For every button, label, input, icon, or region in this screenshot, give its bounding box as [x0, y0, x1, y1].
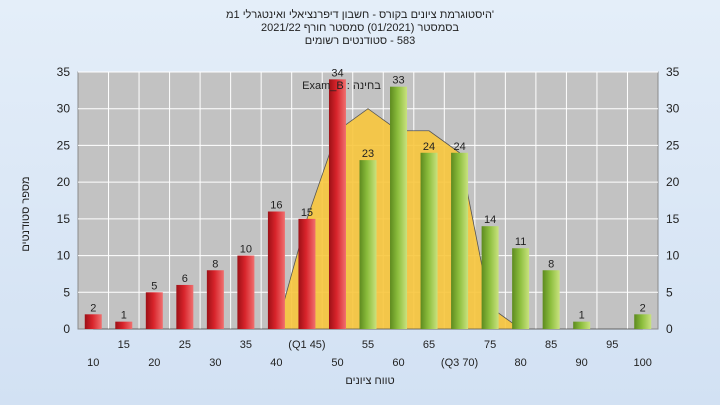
x-tick-label: 10 [87, 357, 99, 369]
bar-value-label: 24 [423, 141, 435, 153]
bar-value-label: 15 [301, 207, 313, 219]
x-tick-label: 65 [423, 339, 435, 351]
y-tick-label-left: 35 [57, 65, 71, 79]
overlay-series-label: Exam_B : בחינה [302, 80, 381, 92]
bar-value-label: 24 [453, 141, 465, 153]
bar-value-label: 34 [331, 67, 343, 79]
x-tick-label: 55 [362, 339, 374, 351]
y-axis-label: מספר סטודנטים [20, 176, 32, 252]
x-tick-label: (Q3 70) [441, 357, 478, 369]
histogram-bar [206, 270, 224, 329]
bar-value-label: 33 [392, 75, 404, 87]
x-tick-label: 15 [118, 339, 130, 351]
bar-value-label: 1 [579, 310, 585, 322]
y-tick-label-right: 20 [666, 175, 680, 189]
y-tick-label-right: 25 [666, 138, 680, 152]
bar-value-label: 8 [548, 258, 554, 270]
histogram-bar [115, 321, 133, 329]
histogram-bar [512, 248, 530, 329]
chart-subtitle-semester: בסמסטר (01/2021) סמסטר חורף 2021/22 [260, 22, 460, 34]
x-tick-label: 40 [270, 357, 282, 369]
y-tick-label-right: 0 [666, 322, 673, 336]
y-tick-label-right: 35 [666, 65, 680, 79]
x-tick-label: 100 [634, 357, 652, 369]
x-tick-label: 85 [545, 339, 557, 351]
x-tick-label: 60 [392, 357, 404, 369]
bar-value-label: 2 [640, 302, 646, 314]
bar-value-label: 8 [212, 258, 218, 270]
x-tick-label: 95 [606, 339, 618, 351]
histogram-bar [328, 79, 346, 329]
y-tick-label-right: 5 [666, 285, 673, 299]
bar-value-label: 2 [90, 302, 96, 314]
x-tick-label: 25 [179, 339, 191, 351]
histogram-bar [84, 314, 102, 329]
x-tick-label: 75 [484, 339, 496, 351]
histogram-bar [267, 211, 285, 329]
x-tick-label: (Q1 45) [288, 339, 325, 351]
chart-titles: 'היסטוגרמת ציונים בקורס - חשבון דיפרנציא… [0, 9, 720, 48]
histogram-bar [176, 284, 194, 329]
histogram-bar [634, 314, 652, 329]
histogram-bar [237, 255, 255, 329]
y-tick-label-left: 15 [57, 212, 71, 226]
y-tick-label-right: 15 [666, 212, 680, 226]
bar-value-label: 11 [515, 236, 526, 248]
bar-value-label: 5 [151, 280, 157, 292]
histogram-bar [145, 292, 163, 329]
histogram-bar [420, 152, 438, 329]
x-tick-label: 20 [148, 357, 160, 369]
y-tick-label-left: 0 [63, 322, 70, 336]
bar-value-label: 16 [270, 200, 282, 212]
y-tick-label-left: 5 [63, 285, 70, 299]
bar-value-label: 23 [362, 148, 374, 160]
x-tick-label: 90 [576, 357, 588, 369]
y-tick-label-right: 10 [666, 249, 680, 263]
y-tick-label-left: 25 [57, 138, 71, 152]
histogram-bar [359, 160, 377, 329]
x-tick-label: 80 [515, 357, 527, 369]
x-tick-label: 50 [331, 357, 343, 369]
histogram-bar [451, 152, 469, 329]
histogram-bar [298, 218, 316, 329]
chart-subtitle-students: 583 - סטודנטים רשומים [304, 35, 416, 47]
y-tick-label-right: 30 [666, 102, 680, 116]
chart-title: 'היסטוגרמת ציונים בקורס - חשבון דיפרנציא… [225, 9, 495, 21]
x-tick-label: 35 [240, 339, 252, 351]
histogram-bar [573, 321, 591, 329]
bar-value-label: 10 [240, 244, 252, 256]
x-tick-label: 30 [209, 357, 221, 369]
y-tick-label-left: 30 [57, 102, 71, 116]
y-tick-label-left: 10 [57, 249, 71, 263]
histogram-bar [390, 86, 408, 329]
bar-value-label: 14 [484, 214, 496, 226]
histogram-bar [481, 226, 499, 329]
bar-value-label: 1 [121, 310, 127, 322]
y-tick-label-left: 20 [57, 175, 71, 189]
bar-value-label: 6 [182, 273, 188, 285]
histogram-bar [542, 270, 560, 329]
x-axis-label: טווח ציונים [345, 375, 395, 387]
